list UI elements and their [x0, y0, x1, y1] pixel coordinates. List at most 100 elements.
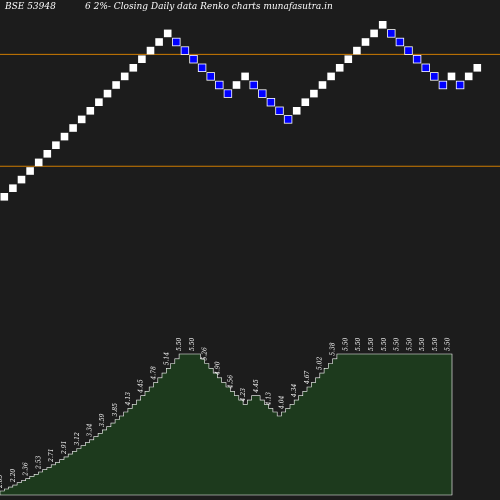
up-brick-1 [9, 184, 17, 192]
up-brick-44 [378, 21, 387, 29]
price-label-33: 4.45 [138, 379, 145, 394]
down-brick-50 [430, 72, 439, 81]
price-label-87: 5.50 [368, 337, 375, 351]
down-brick-48 [412, 55, 422, 64]
price-label-99: 5.50 [419, 338, 426, 352]
price-label-105: 5.50 [445, 337, 452, 351]
down-brick-51 [438, 80, 448, 90]
price-label-93: 5.50 [394, 337, 401, 351]
down-brick-49 [421, 63, 430, 72]
up-brick-13 [112, 81, 120, 89]
price-label-27: 3.85 [112, 403, 119, 417]
up-brick-0 [0, 193, 9, 201]
down-brick-26 [223, 89, 233, 98]
price-label-42: 5.50 [176, 337, 183, 351]
price-label-21: 3.34 [86, 423, 93, 437]
up-brick-14 [120, 72, 129, 81]
up-brick-16 [138, 55, 146, 63]
price-label-84: 5.50 [355, 337, 362, 351]
down-brick-32 [275, 106, 284, 115]
price-label-81: 5.50 [342, 337, 349, 351]
up-brick-7 [60, 132, 69, 141]
up-brick-55 [473, 64, 482, 72]
down-brick-23 [197, 63, 207, 72]
up-brick-6 [52, 141, 60, 149]
down-brick-29 [249, 80, 258, 90]
price-label-78: 5.38 [330, 342, 337, 356]
price-label-48: 5.26 [202, 347, 209, 361]
down-brick-31 [266, 98, 276, 107]
symbol-title: BSE 53948 [5, 2, 56, 12]
price-label-24: 3.59 [99, 413, 106, 427]
price-label-57: 4.23 [240, 388, 247, 403]
price-label-102: 5.50 [432, 337, 439, 351]
down-brick-47 [404, 46, 413, 55]
price-label-96: 5.50 [406, 337, 413, 351]
down-brick-20 [172, 37, 181, 47]
price-label-51: 4.90 [215, 361, 222, 376]
price-area-chart [0, 353, 453, 496]
price-label-75: 5.02 [317, 357, 324, 371]
up-brick-43 [370, 29, 378, 38]
price-label-9: 2.53 [35, 455, 42, 470]
down-brick-53 [455, 80, 465, 90]
price-label-18: 3.12 [74, 432, 81, 446]
area-fill [0, 353, 453, 496]
price-label-39: 5.14 [163, 352, 170, 366]
up-brick-39 [335, 64, 344, 72]
up-brick-11 [95, 98, 103, 106]
up-brick-35 [301, 98, 310, 106]
up-brick-52 [447, 72, 456, 81]
up-brick-37 [318, 81, 327, 89]
price-label-36: 4.78 [150, 366, 157, 381]
up-brick-54 [464, 72, 473, 81]
price-label-12: 2.71 [48, 448, 55, 462]
down-brick-33 [283, 115, 293, 124]
price-label-90: 5.50 [381, 337, 388, 351]
down-brick-22 [189, 55, 198, 64]
up-brick-40 [344, 55, 353, 63]
up-brick-8 [69, 124, 77, 132]
chart-caption: 6 2%- Closing Daily data Renko charts mu… [85, 2, 333, 12]
up-brick-41 [353, 46, 361, 55]
up-brick-12 [103, 89, 112, 98]
down-brick-30 [258, 89, 267, 98]
up-brick-10 [86, 107, 95, 115]
up-brick-18 [155, 38, 163, 46]
up-brick-34 [292, 107, 301, 115]
price-label-0: 2.05 [0, 474, 4, 489]
price-label-54: 4.56 [227, 375, 234, 390]
up-brick-4 [34, 158, 43, 167]
down-brick-21 [180, 46, 190, 55]
price-label-6: 2.36 [23, 462, 30, 477]
reference-lines [0, 53, 500, 167]
price-label-66: 4.04 [278, 395, 285, 410]
price-label-63: 4.13 [266, 392, 273, 407]
up-brick-19 [163, 29, 172, 38]
up-brick-17 [146, 46, 155, 55]
price-label-60: 4.45 [253, 379, 260, 394]
price-label-72: 4.67 [304, 370, 311, 385]
down-brick-46 [395, 37, 405, 47]
up-brick-15 [129, 64, 138, 72]
up-brick-36 [310, 89, 318, 98]
up-brick-38 [327, 72, 335, 81]
up-brick-3 [26, 167, 34, 175]
up-brick-5 [43, 150, 52, 158]
price-label-3: 2.20 [10, 469, 17, 484]
price-labels: 2.05 2.20 2.36 2.53 2.71 2.91 3.12 3.34 3.59 3.85… [0, 337, 452, 489]
down-brick-45 [387, 29, 396, 38]
up-brick-28 [241, 72, 249, 81]
up-brick-9 [77, 115, 86, 124]
down-brick-24 [206, 72, 215, 81]
up-brick-27 [232, 81, 241, 89]
down-brick-25 [215, 80, 224, 90]
renko-bricks [0, 21, 482, 201]
price-label-45: 5.50 [189, 337, 196, 351]
up-brick-2 [17, 175, 26, 184]
up-brick-42 [361, 38, 370, 46]
price-label-30: 4.13 [125, 392, 132, 407]
price-label-69: 4.34 [291, 384, 298, 399]
